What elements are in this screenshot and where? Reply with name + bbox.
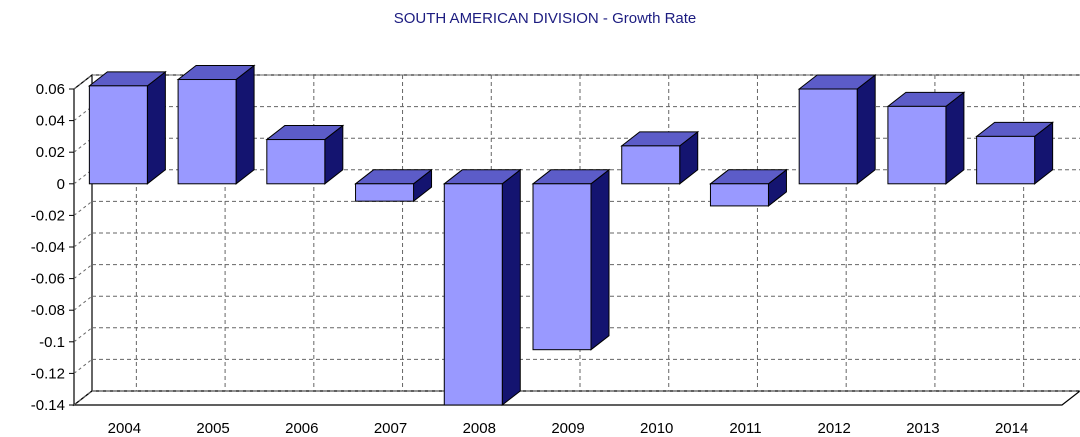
grid-line-wall xyxy=(73,74,93,90)
bar-front xyxy=(798,88,858,185)
y-tick-label: -0.14 xyxy=(31,397,65,414)
y-tick-label: -0.12 xyxy=(31,365,65,382)
x-tick-label: 2004 xyxy=(108,420,141,437)
bar-front xyxy=(976,135,1036,185)
bar-2012 xyxy=(797,73,877,185)
y-tick-label: -0.08 xyxy=(31,302,65,319)
y-tick-label: 0.06 xyxy=(36,81,65,98)
x-tick-label: 2010 xyxy=(640,420,673,437)
bar-side xyxy=(146,70,166,185)
bar-2009 xyxy=(531,168,611,351)
plot-frame xyxy=(72,73,1080,407)
y-tick-label: 0.04 xyxy=(36,113,65,130)
grid-line-wall xyxy=(73,359,93,374)
x-tick-label: 2007 xyxy=(374,420,407,437)
grid-line-wall xyxy=(73,327,93,343)
x-tick-label: 2012 xyxy=(817,420,850,437)
bar-front xyxy=(887,105,947,185)
x-axis-ticks: 2004 2005 2006 2007 2008 2009 2010 2011 2012 2013… xyxy=(108,420,1029,437)
y-tick-label: -0.04 xyxy=(31,239,65,256)
bar-front xyxy=(709,183,769,207)
bar-side xyxy=(235,64,255,185)
bar-2011 xyxy=(708,168,788,207)
y-tick-label: -0.06 xyxy=(31,271,65,288)
x-tick-label: 2009 xyxy=(551,420,584,437)
y-tick-label: 0.02 xyxy=(36,144,65,161)
bar-side xyxy=(856,73,876,185)
chart-title: SOUTH AMERICAN DIVISION - Growth Rate xyxy=(393,10,697,27)
y-tick-label: -0.02 xyxy=(31,207,65,224)
x-tick-label: 2006 xyxy=(285,420,318,437)
bar-2006 xyxy=(265,124,345,185)
bars xyxy=(87,64,1055,407)
grid-line-wall xyxy=(73,264,93,279)
bar-2004 xyxy=(87,70,167,185)
y-tick-label: -0.1 xyxy=(39,334,65,351)
bar-front xyxy=(88,85,148,185)
grid-line-wall xyxy=(73,390,93,406)
x-tick-label: 2005 xyxy=(196,420,229,437)
y-axis-ticks: 0.06 0.04 0.02 0 -0.02 -0.04 -0.06 -0.08 -0.1 -0.… xyxy=(31,81,74,414)
bar-2007 xyxy=(354,168,434,203)
bar-front xyxy=(177,79,237,185)
x-tick-label: 2008 xyxy=(463,420,496,437)
bar-front xyxy=(532,183,592,351)
grid-line-wall xyxy=(73,295,93,311)
grid-line-wall xyxy=(73,201,93,216)
x-tick-label: 2013 xyxy=(906,420,939,437)
bar-front xyxy=(443,183,503,406)
grid-line-wall xyxy=(73,232,93,248)
x-tick-label: 2011 xyxy=(729,420,761,437)
bar-2010 xyxy=(620,130,700,185)
bar-side xyxy=(945,91,965,185)
bar-front xyxy=(266,139,326,185)
bar-2008 xyxy=(442,168,522,407)
floor xyxy=(72,390,1080,406)
bar-2005 xyxy=(176,64,256,185)
bar-2014 xyxy=(975,121,1055,185)
bar-side xyxy=(501,168,521,407)
x-tick-label: 2014 xyxy=(995,420,1028,437)
bar-front xyxy=(355,183,415,202)
bar-front xyxy=(621,145,681,185)
y-tick-label: 0 xyxy=(57,176,65,193)
bar-2013 xyxy=(886,91,966,185)
bar-side xyxy=(590,168,610,351)
